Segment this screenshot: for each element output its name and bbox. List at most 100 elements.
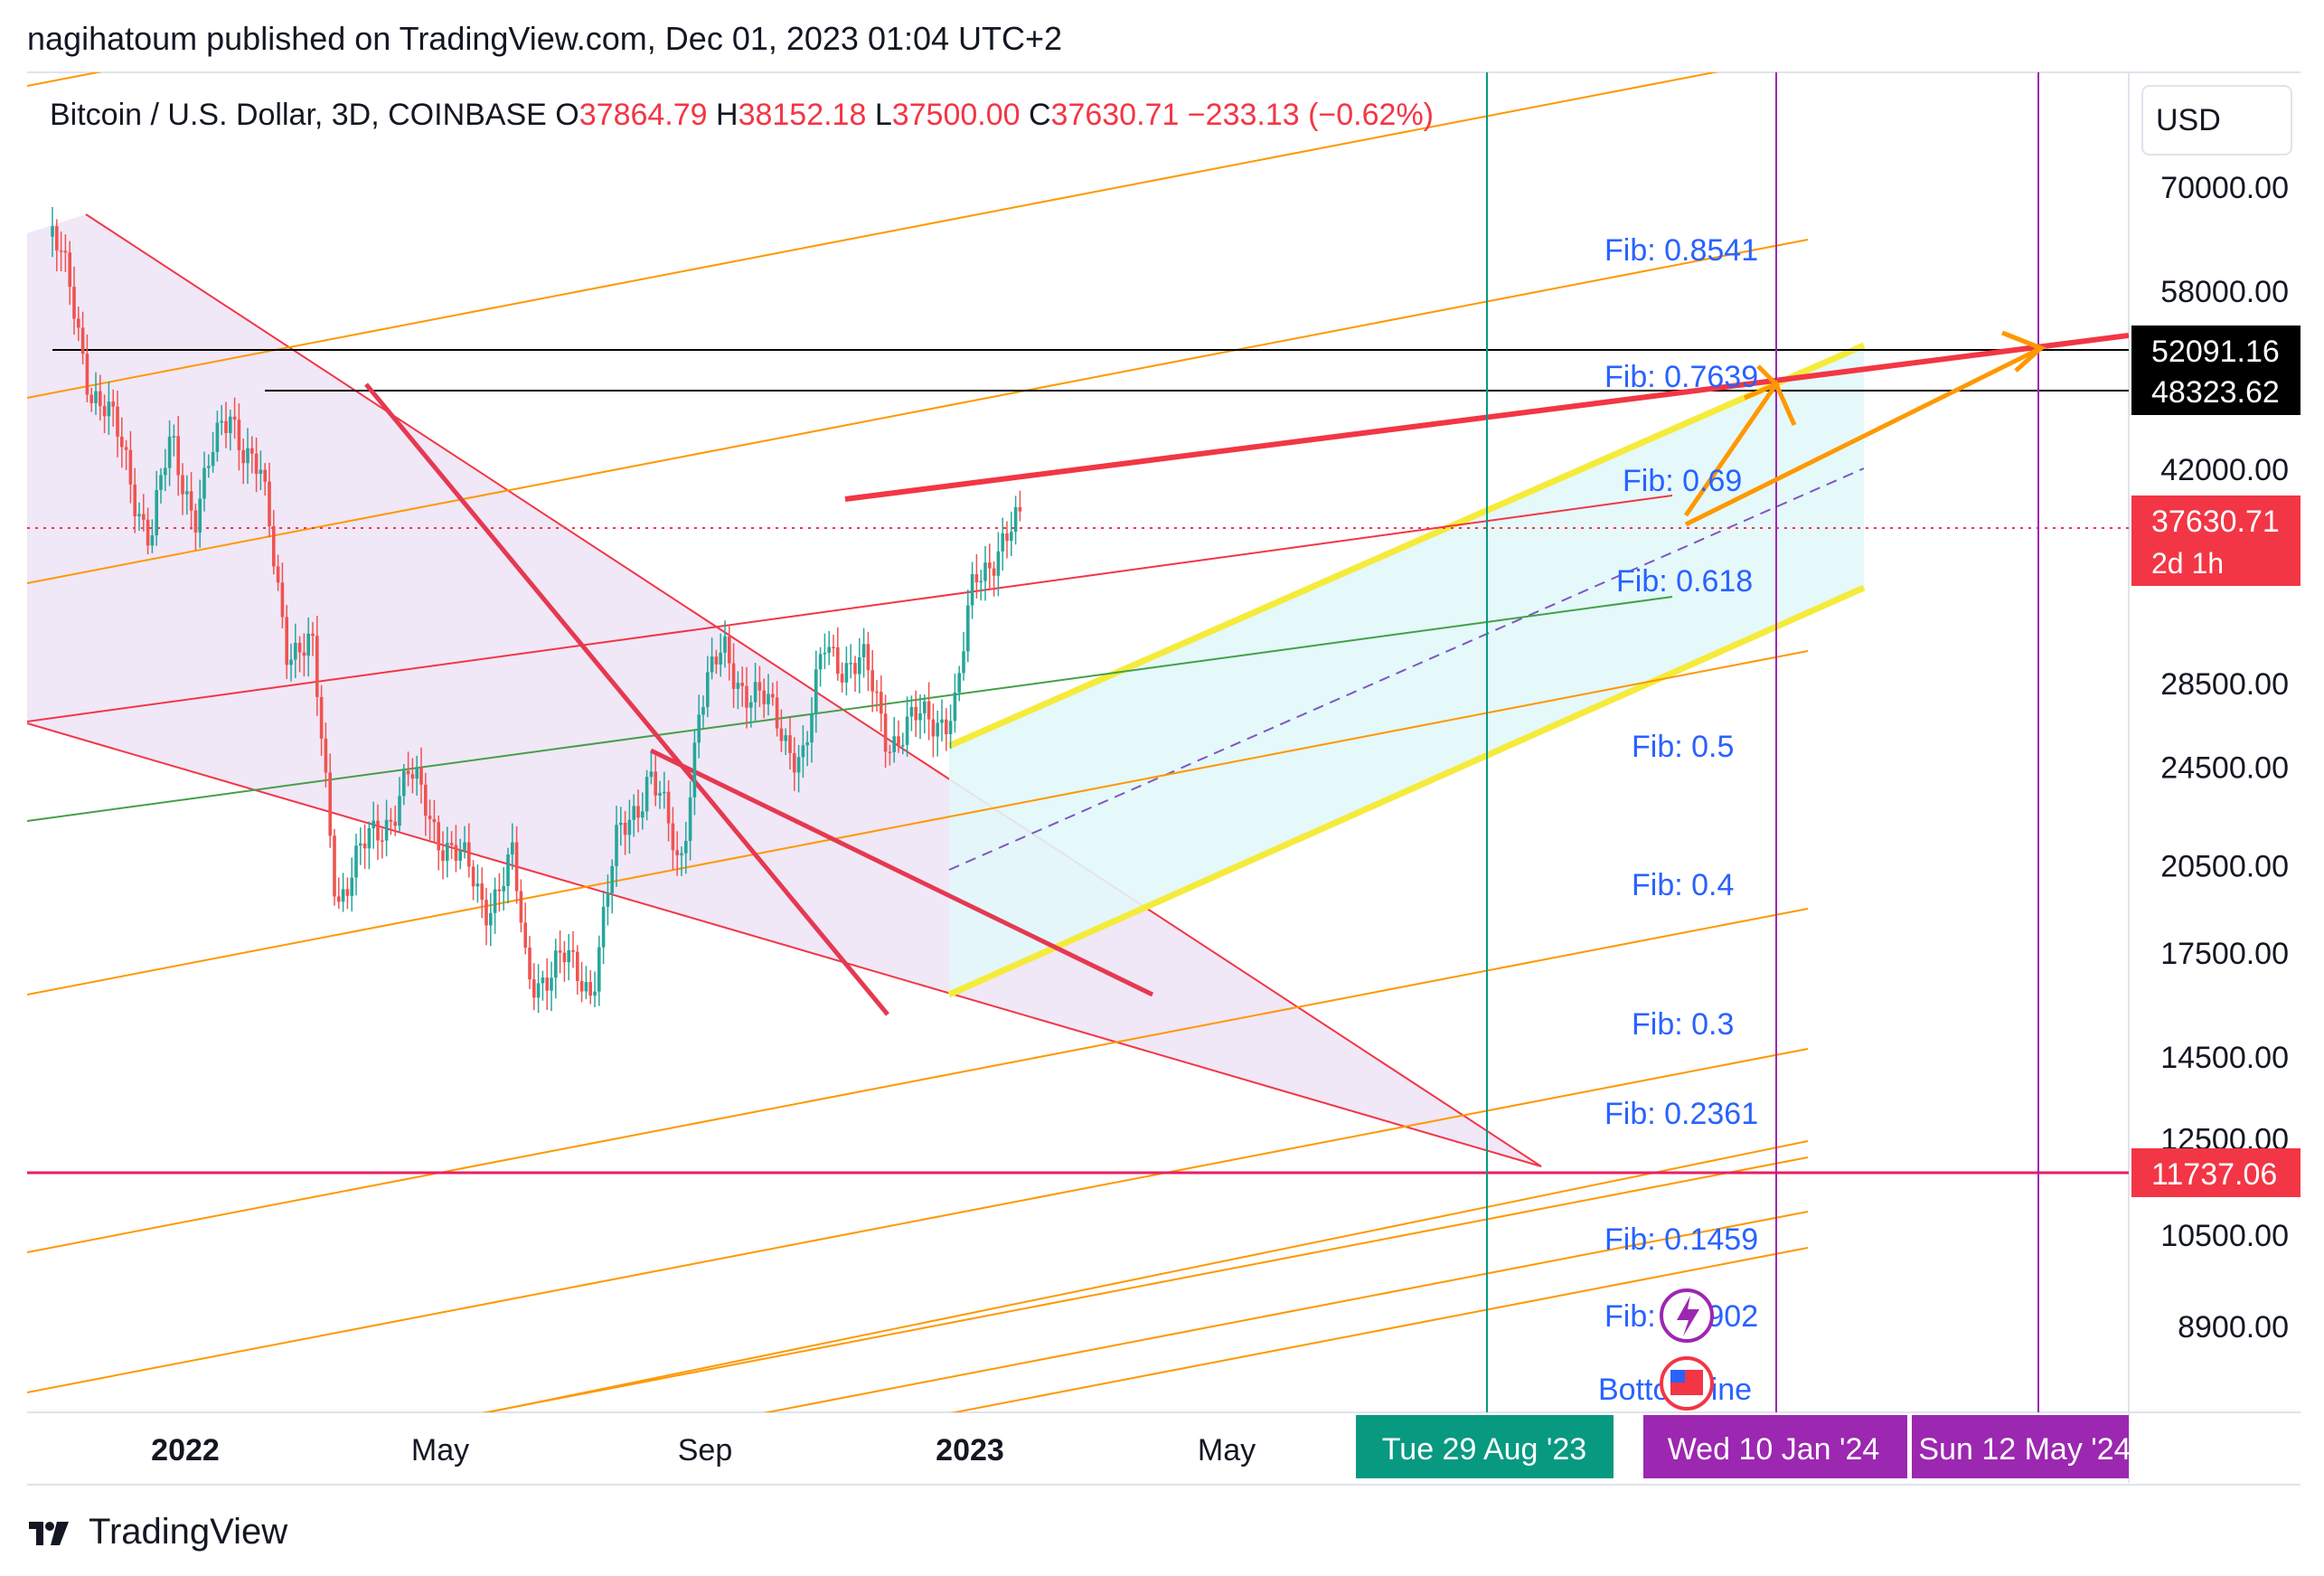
publish-info: nagihatoum published on TradingView.com,… <box>27 20 1063 57</box>
candle-body <box>449 843 454 845</box>
candle-body <box>731 663 736 689</box>
candle-body <box>701 706 705 715</box>
candles <box>51 206 1022 1014</box>
candle-body <box>398 796 401 826</box>
downtrend-line-2 <box>649 748 1154 997</box>
candle-body <box>953 692 957 722</box>
candle-body <box>254 453 259 475</box>
candle-body <box>875 691 879 694</box>
candle-body <box>558 950 562 953</box>
candle-body <box>146 519 150 546</box>
candle-body <box>354 845 358 878</box>
candle-body <box>102 406 107 417</box>
candle-body <box>636 806 640 818</box>
candle-body <box>489 912 493 926</box>
candle-body <box>446 843 449 861</box>
fib-fan-line-9 <box>950 1247 1809 1412</box>
candle-body <box>120 436 124 448</box>
candle-body <box>692 742 697 797</box>
candle-body <box>150 535 155 546</box>
candle-body <box>619 823 623 826</box>
candle-body <box>666 791 671 824</box>
candle-body <box>463 842 466 851</box>
fib-label-1: Fib: 0.7639 <box>1604 360 1758 394</box>
candle-body <box>827 646 831 653</box>
candle-body <box>779 728 784 741</box>
candle-body <box>1005 533 1009 542</box>
price-badge-2 <box>2131 495 2300 586</box>
candle-body <box>767 694 770 704</box>
y-tick-label-7: 14500.00 <box>2160 1041 2289 1075</box>
candle-body <box>697 714 701 743</box>
candle-body <box>263 469 267 482</box>
candle-body <box>454 845 458 861</box>
candle-body <box>861 644 866 657</box>
candle-body <box>562 952 567 963</box>
candle-body <box>250 448 254 454</box>
y-tick-label-0: 70000.00 <box>2160 171 2289 205</box>
candle-body <box>137 514 141 516</box>
x-tick-label-2: Sep <box>678 1433 733 1467</box>
candle-body <box>68 252 71 288</box>
fib-label-8: Fib: 0.1459 <box>1604 1222 1758 1257</box>
candle-body <box>72 287 76 319</box>
candle-body <box>688 797 692 842</box>
candle-body <box>962 651 965 674</box>
candle-body <box>402 770 406 797</box>
candle-body <box>710 656 714 673</box>
price-axis-panel <box>2129 72 2300 1412</box>
currency-button[interactable]: USD <box>2141 85 2292 156</box>
channel-median-line <box>948 467 1865 871</box>
candle-body <box>502 885 505 892</box>
candle-body <box>927 701 931 720</box>
candle-body <box>588 982 592 996</box>
red-trend-line <box>27 495 1673 722</box>
candle-body <box>241 449 245 464</box>
legend-part-6: 37500.00 <box>892 98 1021 132</box>
legend-part-1: O <box>555 98 579 132</box>
y-tick-label-1: 58000.00 <box>2160 275 2289 309</box>
legend-part-7: C <box>1021 98 1051 132</box>
candle-body <box>311 633 315 637</box>
price-badge-1 <box>2131 366 2300 415</box>
candle-body <box>593 991 597 996</box>
x-tick-label-4: May <box>1198 1433 1256 1467</box>
candle-body <box>858 656 861 675</box>
candle-body <box>931 719 936 737</box>
candle-body <box>202 467 206 499</box>
candle-body <box>80 327 85 354</box>
candle-body <box>901 744 905 747</box>
fib-fan-line-7 <box>481 1156 1809 1412</box>
candle-body <box>485 900 488 926</box>
candle-body <box>362 843 367 849</box>
candle-body <box>814 669 818 714</box>
candle-body <box>788 735 792 753</box>
candle-body <box>762 690 766 704</box>
candle-body <box>645 777 649 812</box>
candle-body <box>480 883 484 901</box>
projection-arrowhead-2 <box>2001 330 2046 373</box>
candle-body <box>606 893 610 907</box>
candle-body <box>276 566 280 583</box>
y-tick-label-9: 10500.00 <box>2160 1219 2289 1253</box>
candle-body <box>749 702 753 708</box>
candle-body <box>345 889 350 896</box>
fib-label-2: Fib: 0.69 <box>1623 464 1742 498</box>
price-badge-3 <box>2131 1148 2300 1197</box>
candle-body <box>393 821 397 826</box>
candle-body <box>59 250 63 252</box>
candle-body <box>801 745 805 758</box>
candle-body <box>571 949 575 952</box>
candle-body <box>85 354 89 395</box>
candle-body <box>714 656 719 665</box>
candle-body <box>189 491 193 511</box>
candle-body <box>372 820 375 829</box>
candle-body <box>853 663 857 675</box>
candle-body <box>1010 532 1013 542</box>
tradingview-brand[interactable]: TradingView <box>27 1512 287 1552</box>
fib-label-0: Fib: 0.8541 <box>1604 233 1758 268</box>
candle-body <box>467 842 471 867</box>
candle-body <box>176 436 180 476</box>
candle-body <box>784 735 787 741</box>
